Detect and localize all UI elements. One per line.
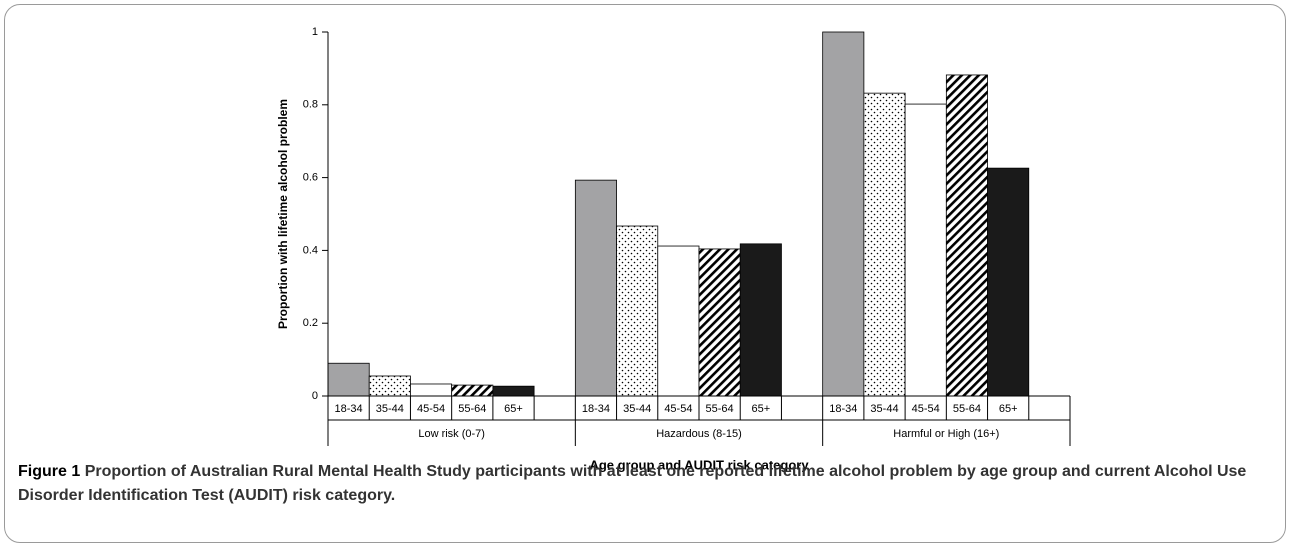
y-tick-label: 0.2 bbox=[303, 317, 318, 329]
bar bbox=[574, 179, 617, 397]
age-label: 55-64 bbox=[706, 403, 734, 415]
y-tick-label: 0.8 bbox=[303, 99, 318, 111]
bar bbox=[945, 74, 988, 397]
group-label: Hazardous (8-15) bbox=[656, 428, 742, 440]
figure-frame bbox=[4, 4, 1286, 543]
bar bbox=[987, 167, 1030, 397]
y-axis-label: Proportion with lifetime alcohol problem bbox=[276, 99, 290, 329]
bar bbox=[410, 383, 453, 397]
age-label: 45-54 bbox=[912, 403, 940, 415]
age-label: 35-44 bbox=[623, 403, 651, 415]
bar bbox=[739, 243, 782, 397]
age-label: 18-34 bbox=[335, 403, 363, 415]
age-label: 45-54 bbox=[417, 403, 445, 415]
age-label: 45-54 bbox=[664, 403, 692, 415]
age-label: 18-34 bbox=[582, 403, 610, 415]
age-label: 18-34 bbox=[829, 403, 857, 415]
bar bbox=[822, 31, 865, 397]
age-label: 35-44 bbox=[870, 403, 898, 415]
age-label: 65+ bbox=[504, 403, 523, 415]
bar bbox=[368, 375, 411, 397]
bar bbox=[904, 103, 947, 397]
age-label: 35-44 bbox=[376, 403, 404, 415]
y-tick-label: 0.6 bbox=[303, 172, 318, 184]
bar bbox=[616, 225, 659, 397]
y-tick-label: 0 bbox=[312, 390, 318, 402]
age-label: 65+ bbox=[751, 403, 770, 415]
age-label: 55-64 bbox=[458, 403, 486, 415]
y-tick-label: 1 bbox=[312, 26, 318, 38]
caption-label: Figure 1 bbox=[18, 463, 81, 480]
group-label: Low risk (0-7) bbox=[418, 428, 485, 440]
bar bbox=[327, 362, 370, 397]
caption-text: Proportion of Australian Rural Mental He… bbox=[18, 463, 1247, 504]
bar bbox=[698, 248, 741, 397]
bar bbox=[492, 385, 535, 397]
caption: Figure 1 Proportion of Australian Rural … bbox=[18, 460, 1268, 508]
x-axis-label: Age group and AUDIT risk category bbox=[589, 457, 809, 472]
bar bbox=[451, 384, 494, 397]
bar bbox=[657, 245, 700, 397]
bar bbox=[863, 92, 906, 397]
age-label: 65+ bbox=[999, 403, 1018, 415]
group-label: Harmful or High (16+) bbox=[893, 428, 999, 440]
age-label: 55-64 bbox=[953, 403, 981, 415]
y-tick-label: 0.4 bbox=[303, 244, 318, 256]
